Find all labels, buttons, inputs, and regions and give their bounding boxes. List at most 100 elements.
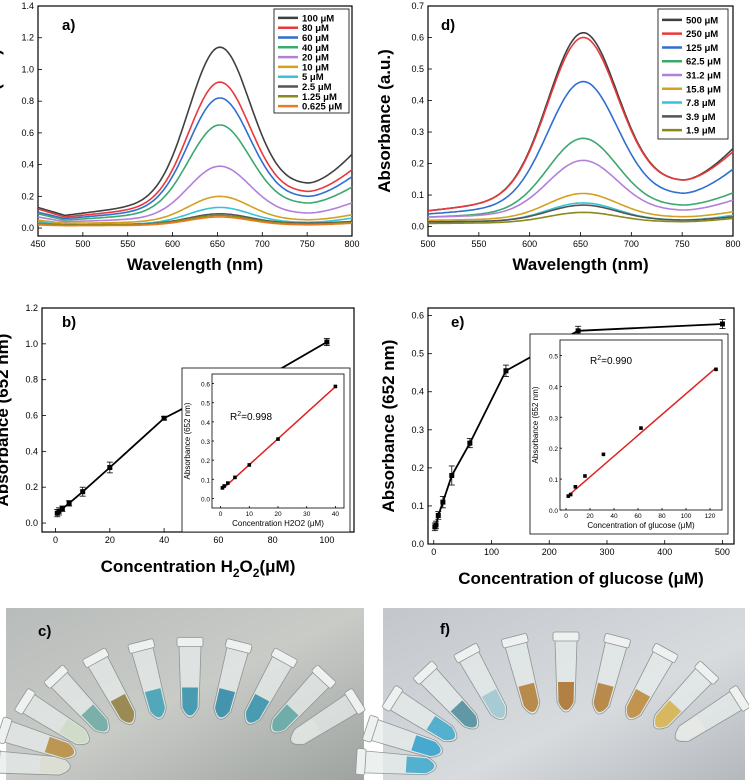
inset-background [529,333,729,535]
legend-label: 0.625 μM [302,102,342,113]
legend-label: 31.2 μM [686,71,721,82]
y-tick-label: 0.2 [21,191,34,201]
data-point [56,508,62,514]
legend-label: 1.9 μM [686,126,716,137]
tube-liquid [246,693,270,723]
y-axis-label: Absorbance (a.u.) [375,49,394,193]
x-tick-label: 600 [165,239,180,249]
y-tick-label: 0.2 [549,446,558,453]
y-tick-label: 0.1 [411,190,424,200]
x-tick-label: 800 [725,239,740,249]
legend-label: 125 μM [686,43,718,54]
data-point [324,339,330,345]
inset-data-point [639,426,643,430]
y-tick-label: 0.1 [411,501,424,511]
y-tick-label: 0.4 [411,387,424,397]
x-tick-label: 750 [675,239,690,249]
x-tick-label: 400 [657,547,672,557]
legend-label: 3.9 μM [686,112,716,123]
inset-data-point [583,474,587,478]
tube-liquid [405,756,435,774]
y-tick-label: 0.6 [411,311,424,321]
tube-cap [501,633,529,649]
tube [674,685,749,742]
tube [501,633,541,715]
x-tick-label: 0 [219,511,223,518]
tube [362,715,443,758]
x-tick-label: 10 [246,511,254,518]
tube-cap [0,716,13,745]
y-tick-label: 0.5 [411,64,424,74]
x-axis-label: Concentration H2O2(μM) [101,557,296,580]
y-tick-label: 1.2 [25,303,38,313]
data-point [59,506,65,512]
x-tick-label: 0 [564,513,568,520]
tube-cap [453,643,481,663]
x-tick-label: 0 [53,535,58,545]
tube-liquid [59,719,88,744]
spectrum-line [427,36,734,212]
panel-d-chart: 500 550 600 650 700 750 800 0.0 0.1 0.2 0.3 0.4 0.5 0… [375,1,741,274]
x-tick-label: 120 [705,513,716,520]
tube-liquid [182,687,198,716]
tube-liquid [676,716,706,741]
y-tick-label: 0.4 [201,420,210,427]
tube [0,748,71,776]
y-tick-label: 0.3 [201,439,210,446]
x-tick-label: 60 [213,535,223,545]
tube [0,716,77,760]
inset-data-point [220,486,225,490]
x-tick-label: 100 [681,513,692,520]
tube-cap [127,638,156,654]
y-tick-label: 0.1 [549,477,558,484]
y-tick-label: 0.6 [411,33,424,43]
y-tick-label: 1.4 [21,1,34,11]
tube [453,643,507,721]
r-squared-label: R2=0.990 [590,355,632,367]
spectrum-line [428,211,734,225]
data-point [719,321,725,327]
legend-label: 15.8 μM [686,84,721,95]
y-tick-label: 1.0 [25,339,38,349]
data-point [449,472,455,478]
legend-label: 7.8 μM [686,98,716,109]
tube-liquid [81,704,108,732]
photo-c [0,608,366,780]
tube-liquid [144,688,165,718]
inset-x-axis-label: Concentration of glucose (μM) [587,521,695,530]
x-tick-label: 20 [586,513,594,520]
y-tick-label: 0.4 [25,446,38,456]
panel-e-chart: 0 100 200 300 400 5000.00.10.20.30.40.50.6Abs… [379,307,735,588]
tube [82,647,136,725]
y-tick-label: 0.1 [201,477,210,484]
tube-cap [344,688,366,715]
inset-data-point [568,492,573,497]
legend-label: 20 μM [302,53,329,64]
fit-line [567,367,717,497]
tube-cap [82,647,110,668]
x-tick-label: 450 [30,239,45,249]
x-tick-label: 100 [319,535,334,545]
tube-liquid [481,689,506,718]
x-tick-label: 20 [274,511,282,518]
legend-label: 80 μM [302,23,329,34]
tube-cap [552,631,580,642]
y-tick-label: 0.0 [411,539,424,549]
y-tick-label: 0.3 [411,425,424,435]
inset-data-point [247,463,252,467]
y-tick-label: 0.6 [25,411,38,421]
y-tick-label: 0.6 [201,382,210,389]
tube-liquid [272,704,299,732]
y-tick-label: 0.4 [549,384,558,391]
photo-f [355,608,749,780]
x-tick-label: 80 [658,513,666,520]
inset-data-point [566,494,571,498]
y-tick-label: 0.2 [201,458,210,465]
y-tick-label: 0.5 [411,349,424,359]
x-tick-label: 800 [344,239,359,249]
tube [591,633,631,715]
panel-label-b: b) [62,314,76,331]
tube [244,647,298,725]
x-tick-label: 550 [120,239,135,249]
